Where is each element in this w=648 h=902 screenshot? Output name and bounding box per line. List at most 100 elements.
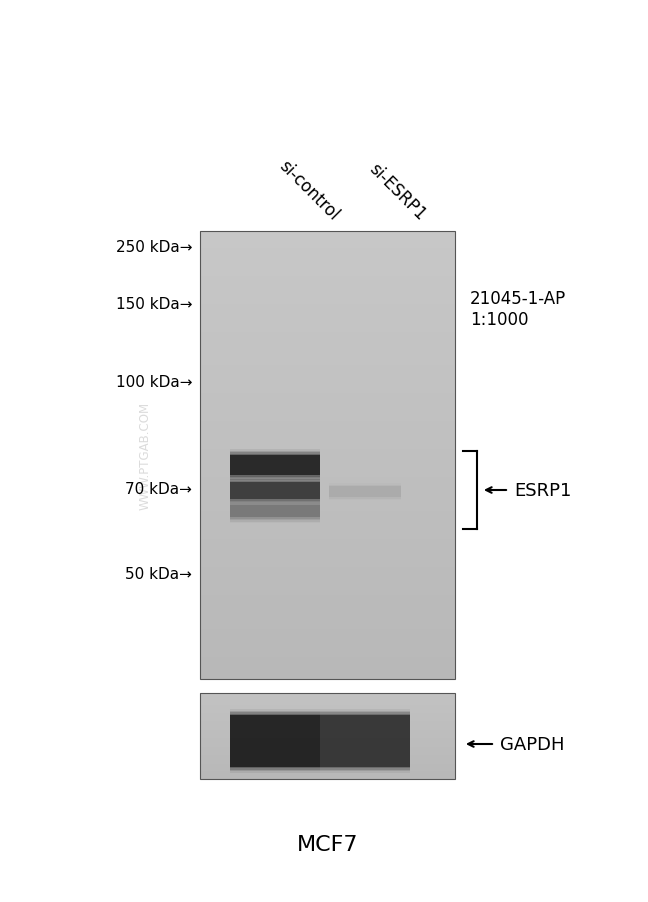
Bar xyxy=(200,428,455,433)
Bar xyxy=(200,567,455,573)
Bar xyxy=(200,747,455,748)
Bar xyxy=(200,310,455,316)
Bar xyxy=(230,504,320,505)
Bar xyxy=(230,500,320,505)
Bar xyxy=(230,475,320,480)
Bar xyxy=(230,454,320,456)
Bar xyxy=(200,709,455,711)
Bar xyxy=(200,751,455,752)
Bar xyxy=(200,752,455,753)
Bar xyxy=(200,271,455,277)
Bar xyxy=(230,713,320,715)
Bar xyxy=(200,711,455,712)
Bar xyxy=(200,623,455,629)
Bar xyxy=(200,697,455,699)
Bar xyxy=(200,720,455,722)
Bar xyxy=(320,767,410,773)
Bar xyxy=(230,500,320,502)
Bar xyxy=(230,475,320,478)
Bar xyxy=(200,729,455,730)
Bar xyxy=(230,518,320,520)
Bar xyxy=(230,767,320,771)
Bar xyxy=(200,734,455,735)
Bar xyxy=(230,518,320,522)
Bar xyxy=(200,732,455,733)
Bar xyxy=(230,501,320,505)
Bar xyxy=(200,754,455,756)
Bar xyxy=(320,767,410,769)
Bar xyxy=(320,713,410,715)
Bar xyxy=(200,327,455,333)
Bar xyxy=(200,725,455,726)
Bar xyxy=(329,497,401,501)
Bar xyxy=(200,595,455,601)
Bar xyxy=(200,232,455,237)
Bar xyxy=(200,736,455,737)
Bar xyxy=(230,767,320,769)
Bar xyxy=(200,473,455,478)
Bar xyxy=(230,500,320,501)
Bar xyxy=(230,481,320,483)
Text: 150 kDa→: 150 kDa→ xyxy=(115,297,192,312)
Text: 250 kDa→: 250 kDa→ xyxy=(115,240,192,255)
Bar xyxy=(200,338,455,344)
Bar xyxy=(200,522,455,529)
Bar xyxy=(200,557,455,562)
Bar xyxy=(200,584,455,590)
Bar xyxy=(200,702,455,703)
Bar xyxy=(200,489,455,494)
Bar xyxy=(200,774,455,775)
Bar xyxy=(200,712,455,713)
Bar xyxy=(200,243,455,249)
Bar xyxy=(200,389,455,394)
Bar xyxy=(200,699,455,700)
Bar xyxy=(200,763,455,764)
Bar xyxy=(200,744,455,745)
Bar xyxy=(200,445,455,450)
Bar xyxy=(200,333,455,338)
Bar xyxy=(200,618,455,623)
Bar xyxy=(200,354,455,361)
Bar xyxy=(200,461,455,466)
Bar xyxy=(329,485,401,486)
Bar xyxy=(200,756,455,757)
Bar xyxy=(200,759,455,761)
Bar xyxy=(200,601,455,606)
Bar xyxy=(200,612,455,618)
Bar xyxy=(200,651,455,657)
Text: 100 kDa→: 100 kDa→ xyxy=(115,375,192,390)
Bar xyxy=(200,773,455,774)
Bar xyxy=(320,767,410,770)
Bar xyxy=(200,770,455,771)
Bar xyxy=(200,232,455,679)
Bar xyxy=(230,505,320,518)
Bar xyxy=(200,450,455,456)
Bar xyxy=(200,237,455,243)
Bar xyxy=(200,745,455,746)
Bar xyxy=(200,696,455,697)
Bar xyxy=(200,433,455,438)
Text: ESRP1: ESRP1 xyxy=(514,482,572,500)
Bar xyxy=(200,740,455,741)
Bar xyxy=(200,753,455,754)
Bar xyxy=(200,701,455,702)
Bar xyxy=(200,668,455,674)
Bar xyxy=(200,714,455,716)
Bar xyxy=(200,705,455,706)
Bar xyxy=(200,590,455,595)
Bar xyxy=(230,767,320,773)
Bar xyxy=(200,529,455,534)
Bar xyxy=(200,316,455,321)
Text: si-ESRP1: si-ESRP1 xyxy=(365,160,429,224)
Bar xyxy=(230,767,320,770)
Bar xyxy=(200,764,455,765)
Bar xyxy=(320,713,410,715)
Bar xyxy=(200,265,455,271)
Bar xyxy=(200,694,455,779)
Bar xyxy=(200,718,455,719)
Bar xyxy=(200,377,455,382)
Bar xyxy=(200,483,455,489)
Bar xyxy=(200,349,455,354)
Bar xyxy=(230,480,320,483)
Bar xyxy=(200,749,455,750)
